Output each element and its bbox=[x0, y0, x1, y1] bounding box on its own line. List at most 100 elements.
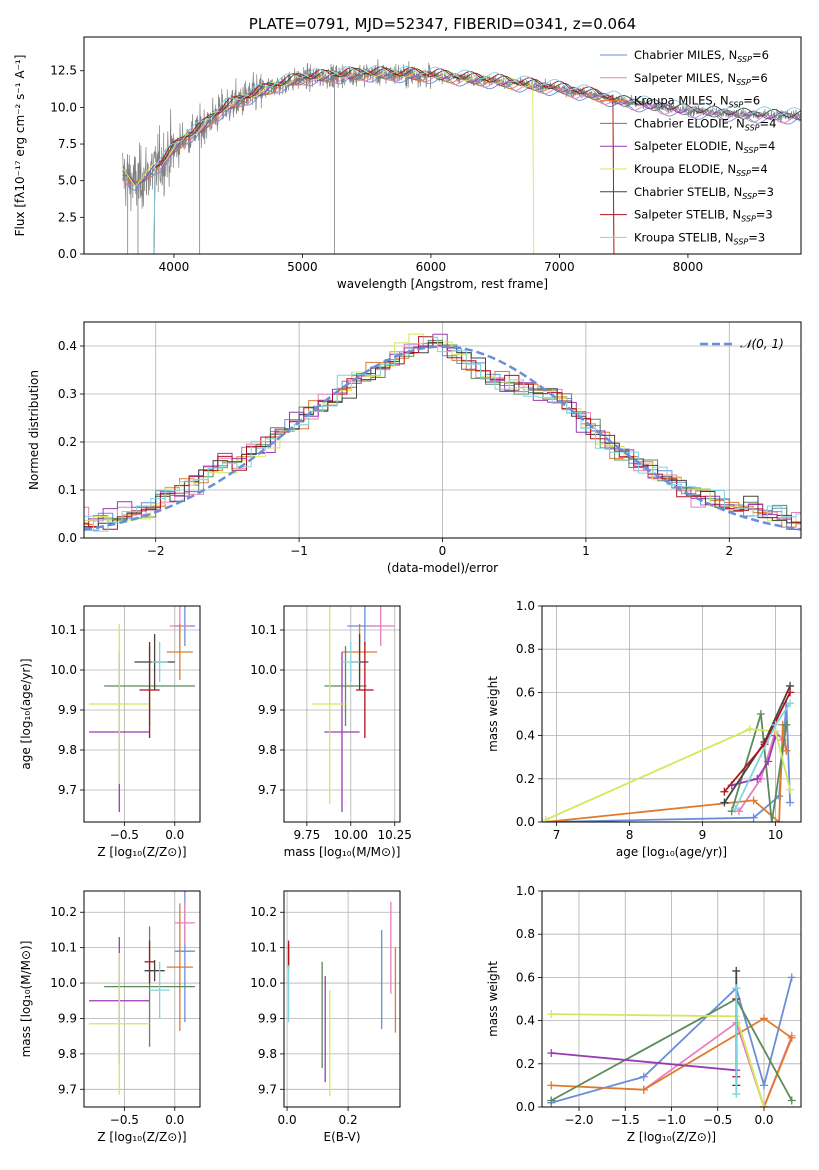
weight-point bbox=[760, 1103, 768, 1107]
weight-line-salpeter-elodie bbox=[551, 1052, 737, 1072]
x-tick-label: 7 bbox=[553, 828, 561, 842]
y-tick-label: 0.6 bbox=[516, 970, 535, 984]
y-tick-label: 10.0 bbox=[250, 663, 277, 677]
y-axis-label: mass [log₁₀(M/M⊙)] bbox=[19, 941, 33, 1058]
y-tick-label: 9.9 bbox=[258, 1011, 277, 1025]
panel-mass-vs-ebv: 0.0 0.2 9.7 9.8 9.9 10.0 10.1 10.2 E(B-V) bbox=[250, 890, 401, 1144]
panel-spectrum: 4000 5000 6000 7000 8000 0.0 2.5 5.0 7.5 10.0 12.5… bbox=[13, 15, 802, 291]
legend: Chabrier MILES, NSSP=6 Salpeter MILES, NS… bbox=[600, 48, 776, 246]
weight-point bbox=[775, 818, 784, 822]
weight-point bbox=[639, 1085, 648, 1094]
weight-point bbox=[753, 774, 762, 783]
y-tick-label: 9.9 bbox=[58, 1011, 77, 1025]
weight-point bbox=[749, 796, 758, 805]
y-tick-label: 0.4 bbox=[516, 729, 535, 743]
y-tick-label: 0.0 bbox=[58, 531, 77, 545]
y-tick-label: 10.1 bbox=[250, 941, 277, 955]
x-tick-label: −0.5 bbox=[110, 828, 139, 842]
histogram-kroupa-miles bbox=[84, 342, 801, 528]
panel-mass-vs-Z: −0.5 0.0 9.7 9.8 9.9 10.0 10.1 10.2 Z [log₁₀(Z/Z… bbox=[19, 890, 201, 1144]
weight-point bbox=[771, 720, 780, 729]
legend-label: Salpeter STELIB, NSSP=3 bbox=[634, 208, 773, 224]
x-axis-label: Z [log₁₀(Z/Z⊙)] bbox=[97, 845, 186, 859]
histogram-kroupa-stelib bbox=[84, 336, 801, 532]
y-axis-label: age [log₁₀(age/yr)] bbox=[19, 658, 33, 769]
x-tick-label: 9 bbox=[699, 828, 707, 842]
panel-age-vs-mass: 9.75 10.00 10.25 9.7 9.8 9.9 10.0 10.1 mass [log… bbox=[250, 605, 412, 859]
x-tick-label: −2.0 bbox=[564, 1113, 593, 1127]
y-tick-label: 10.0 bbox=[50, 976, 77, 990]
y-tick-label: 10.2 bbox=[250, 905, 277, 919]
y-tick-label: 0.0 bbox=[516, 815, 535, 829]
legend-label: 𝒩(0, 1) bbox=[740, 337, 784, 351]
axes-frame bbox=[541, 605, 802, 823]
y-tick-label: 9.9 bbox=[58, 703, 77, 717]
y-tick-label: 9.7 bbox=[258, 1082, 277, 1096]
y-tick-label: 0.8 bbox=[516, 642, 535, 656]
panel-age-vs-Z: −0.5 0.0 9.7 9.8 9.9 10.0 10.1 Z [log₁₀(Z/Z⊙)] a… bbox=[19, 605, 201, 859]
x-tick-label: 10 bbox=[768, 828, 783, 842]
x-axis-label: mass [log₁₀(M/M⊙)] bbox=[284, 845, 401, 859]
y-tick-label: 0.1 bbox=[58, 483, 77, 497]
legend-label: Kroupa ELODIE, NSSP=4 bbox=[634, 162, 768, 178]
y-tick-label: 10.0 bbox=[50, 100, 77, 114]
axes-frame bbox=[541, 890, 802, 1108]
x-tick-label: 0.0 bbox=[278, 1113, 297, 1127]
y-tick-label: 9.9 bbox=[258, 703, 277, 717]
model-spectrum-chabrier-miles bbox=[122, 74, 801, 191]
x-tick-label: 9.75 bbox=[293, 828, 320, 842]
x-tick-label: 2 bbox=[725, 544, 733, 558]
y-tick-label: 9.7 bbox=[58, 783, 77, 797]
axes-frame bbox=[83, 890, 201, 1108]
legend-label: Salpeter MILES, NSSP=6 bbox=[634, 71, 768, 87]
weight-point bbox=[786, 699, 795, 708]
weight-point bbox=[732, 984, 741, 993]
weight-point bbox=[732, 966, 741, 975]
weight-point bbox=[786, 798, 795, 807]
weight-line-salpeter-elodie bbox=[731, 735, 777, 787]
weight-line-kroupa-miles bbox=[545, 724, 788, 822]
y-tick-label: 7.5 bbox=[58, 137, 77, 151]
y-axis-label: mass weight bbox=[486, 676, 500, 752]
histogram-salpeter-miles bbox=[84, 343, 801, 522]
panel-weight-vs-Z: −2.0 −1.5 −1.0 −0.5 0.0 0.0 0.2 0.4 0.6 0.8 1.0 Z [… bbox=[486, 884, 802, 1144]
weight-point bbox=[547, 1049, 556, 1057]
weight-point bbox=[720, 798, 729, 807]
x-axis-label: Z [log₁₀(Z/Z⊙)] bbox=[97, 1130, 186, 1144]
weight-line-kroupa-elodie bbox=[545, 728, 791, 821]
x-tick-label: −0.5 bbox=[703, 1113, 732, 1127]
weight-point bbox=[787, 1033, 796, 1042]
x-tick-label: 0 bbox=[439, 544, 447, 558]
axes-frame bbox=[83, 36, 802, 255]
weight-point bbox=[639, 1072, 648, 1081]
weight-point bbox=[732, 1090, 741, 1099]
model-spectrum-kroupa-stelib bbox=[153, 65, 801, 254]
x-tick-label: 6000 bbox=[416, 260, 447, 274]
axes-frame bbox=[83, 605, 201, 823]
y-tick-label: 10.1 bbox=[50, 941, 77, 955]
x-axis-label: E(B-V) bbox=[323, 1130, 360, 1144]
x-tick-label: −1.5 bbox=[611, 1113, 640, 1127]
x-axis-label: (data-model)/error bbox=[387, 561, 498, 575]
x-tick-label: 8 bbox=[626, 828, 634, 842]
plot-area bbox=[312, 606, 395, 812]
y-tick-label: 0.0 bbox=[58, 247, 77, 261]
x-tick-label: −1.0 bbox=[657, 1113, 686, 1127]
weight-point bbox=[756, 710, 765, 718]
weight-point bbox=[547, 1010, 556, 1019]
y-tick-label: 12.5 bbox=[50, 64, 77, 78]
legend-label: Chabrier ELODIE, NSSP=4 bbox=[634, 116, 776, 132]
legend-label: Kroupa MILES, NSSP=6 bbox=[634, 94, 760, 110]
weight-point bbox=[767, 818, 776, 822]
weight-point bbox=[547, 1081, 556, 1090]
normal-curve bbox=[84, 345, 801, 531]
panel-weight-vs-age: 7 8 9 10 0.0 0.2 0.4 0.6 0.8 1.0 age [log₁₀(age/yr… bbox=[486, 599, 802, 859]
weight-point bbox=[731, 805, 740, 814]
plot-area bbox=[84, 333, 801, 532]
histogram-salpeter-elodie bbox=[84, 333, 801, 530]
y-tick-label: 9.8 bbox=[58, 743, 77, 757]
y-tick-label: 0.3 bbox=[58, 387, 77, 401]
y-tick-label: 10.0 bbox=[250, 976, 277, 990]
y-tick-label: 9.7 bbox=[58, 1082, 77, 1096]
weight-point bbox=[542, 815, 550, 822]
